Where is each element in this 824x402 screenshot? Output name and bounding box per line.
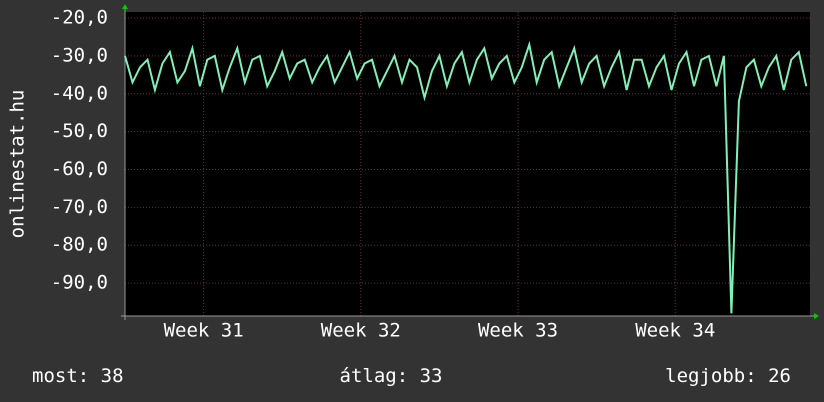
x-tick-label: Week 34 [635, 320, 715, 342]
x-tick-label: Week 32 [321, 320, 401, 342]
stat-value: 38 [101, 365, 124, 387]
stat-label: most: [32, 365, 89, 387]
plot-area [125, 12, 810, 316]
y-tick-label: -30,0 [51, 44, 108, 66]
y-axis-label: onlinestat.hu [7, 90, 29, 239]
y-tick-label: -50,0 [51, 120, 108, 142]
stat: átlag: 33 [340, 365, 443, 387]
stat-value: 33 [420, 365, 443, 387]
x-tick-label: Week 31 [164, 320, 244, 342]
y-axis-arrow [122, 4, 128, 9]
stat-label: átlag: [340, 365, 409, 387]
x-axis-arrow [814, 313, 819, 319]
y-tick-label: -60,0 [51, 158, 108, 180]
y-tick-label: -90,0 [51, 272, 108, 294]
stat-label: legjobb: [665, 365, 757, 387]
data-line [124, 40, 808, 314]
x-tick-label: Week 33 [478, 320, 558, 342]
y-tick-label: -80,0 [51, 234, 108, 256]
y-tick-label: -20,0 [51, 7, 108, 29]
y-tick-label: -40,0 [51, 82, 108, 104]
stat: most: 38 [32, 365, 124, 387]
stat-value: 26 [768, 365, 791, 387]
stat: legjobb: 26 [665, 365, 791, 387]
y-tick-label: -70,0 [51, 196, 108, 218]
